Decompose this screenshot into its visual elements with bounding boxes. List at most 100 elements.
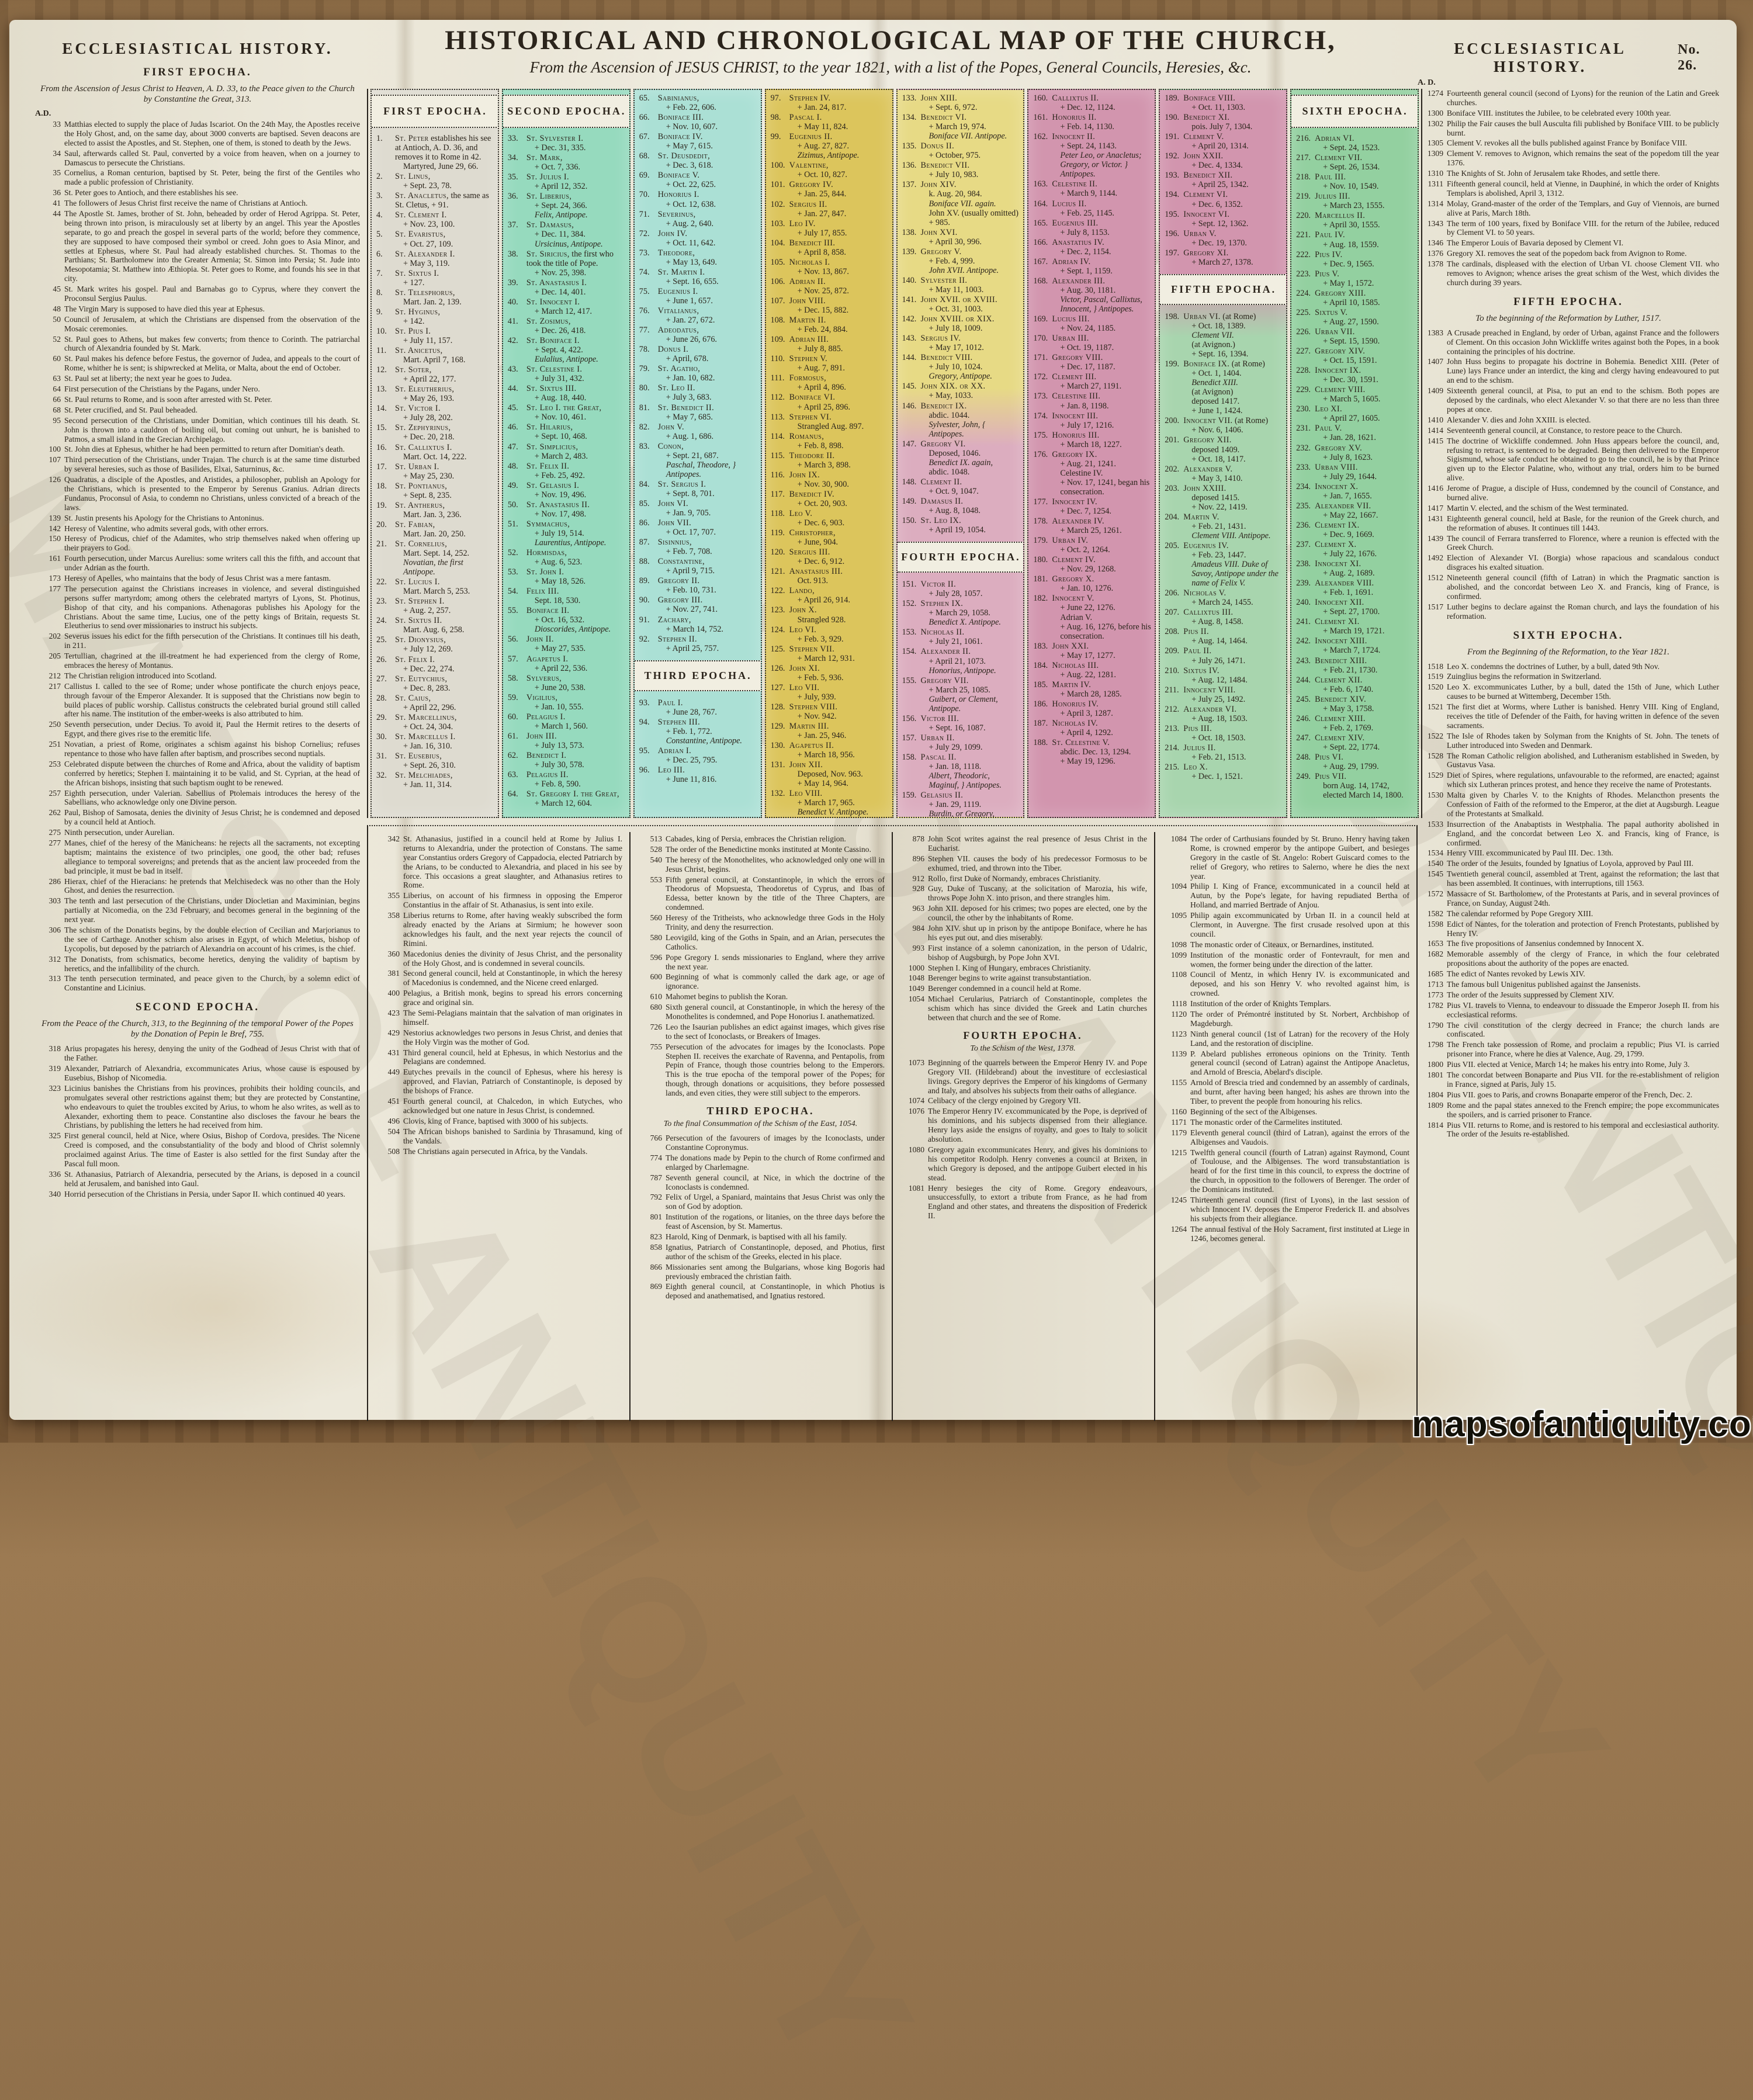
pope-number: 160.: [1033, 93, 1048, 103]
right-column-title: ECCLESIASTICAL HISTORY.: [1454, 40, 1626, 75]
pope-name: Agapetus II.: [789, 741, 834, 751]
pope-number: 116.: [770, 470, 785, 480]
pope-number: 224.: [1296, 288, 1311, 298]
history-entry: 869 Eighth general council, at Constantin…: [636, 1282, 885, 1301]
pope-entry: 199. Boniface IX. (at Rome) + Oct. 1, 1404…: [1165, 359, 1283, 415]
pope-name: Gregory XIII.: [1315, 288, 1366, 298]
pope-name: John XVIII. or XIX.: [920, 314, 995, 324]
pope-entry-detail: Benedict V. Antipope.: [797, 808, 869, 817]
entry-year: 1416: [1427, 484, 1443, 493]
entry-year: 381: [387, 969, 400, 978]
pope-name: Nicholas I.: [789, 257, 830, 267]
history-entry: 336 St. Athanasius, Patriarch of Alexandr…: [35, 1170, 360, 1188]
pope-entry-detail: + Jan. 25, 844.: [797, 189, 847, 199]
pope-entry: 207. Callixtus III. + Aug. 8, 1458.: [1165, 608, 1283, 626]
entry-year: 1410: [1427, 415, 1443, 424]
pope-number: 80.: [639, 383, 650, 393]
pope-entry-detail: Boniface VII. again.: [929, 199, 996, 209]
history-entry: 823 Harold, King of Denmark, is baptised …: [636, 1232, 885, 1242]
pope-name: Clement VIII.: [1315, 385, 1366, 395]
pope-name: John XVII. or XVIII.: [920, 294, 997, 304]
pope-entry: 10. St. Pius I. + July 11, 157.: [376, 327, 494, 345]
pope-name: St. Eutychius,: [395, 674, 448, 684]
history-entry: 1415 The doctrine of Wickliffe condemned.…: [1418, 436, 1719, 483]
pope-name: Gelasius II.: [920, 791, 964, 801]
entry-year: 63: [53, 374, 61, 383]
pope-entry: 99. Eugenius II. + Aug. 27, 827. Zizimus, A…: [771, 132, 889, 160]
pope-entry: 232. Gregory XV. + July 8, 1623.: [1296, 443, 1414, 462]
pope-entry-detail: + Aug. 1, 686.: [666, 431, 714, 441]
pope-name: Leo VI.: [789, 625, 817, 635]
pope-entry-detail: + Jan. 9, 705.: [666, 508, 711, 518]
pope-number: 207.: [1165, 608, 1180, 618]
pope-number: 161.: [1033, 113, 1048, 123]
history-entry: 34 Saul, afterwards called St. Paul, conv…: [35, 149, 360, 168]
pope-entry: 44. St. Sixtus III. + Aug. 18, 440.: [508, 384, 626, 403]
pope-name: Honorius II.: [1052, 113, 1097, 123]
pope-number: 199.: [1165, 359, 1180, 369]
pope-entry-detail: + Aug. 21, 1241.: [1060, 459, 1116, 469]
pope-name: St. Simplicius,: [526, 442, 578, 452]
entry-year: 1522: [1427, 731, 1443, 740]
entry-year: 580: [650, 933, 662, 942]
pope-entry-detail: + Jan. 7, 1655.: [1323, 491, 1372, 501]
pope-name: Sylvester II.: [920, 275, 968, 285]
entry-year: 68: [53, 405, 61, 414]
pope-entry-detail: + June 11, 816.: [666, 775, 717, 785]
pope-entry-detail: Benedict XIII.: [1191, 378, 1238, 388]
pope-name: Adrian II.: [789, 276, 826, 286]
pope-name: Innocent XIII.: [1315, 636, 1367, 646]
pope-number: 6.: [376, 249, 383, 259]
history-entry: 1081 Henry besieges the city of Rome. Gre…: [899, 1184, 1147, 1221]
pope-entry-detail: + Dec. 7, 1254.: [1060, 507, 1111, 517]
pope-entry-detail: John XV. (usually omitted) + 985.: [929, 208, 1018, 227]
pope-entry-detail: + Dec. 4, 1334.: [1191, 161, 1243, 171]
pope-entry-detail: + Oct. 22, 625.: [666, 180, 716, 190]
pope-name: Martin IV.: [1052, 680, 1092, 689]
history-entry: 205 Tertullian, chagrined at the ill-trea…: [35, 652, 360, 670]
pope-name: Pius VI.: [1315, 753, 1344, 762]
history-entry: 580 Leovigild, king of the Goths in Spain…: [636, 933, 885, 952]
history-entry: 277 Manes, chief of the heresy of the Man…: [35, 838, 360, 876]
pope-name: Benedict IX.: [920, 401, 967, 411]
pope-number: 76.: [639, 306, 650, 316]
entry-year: 1054: [908, 994, 924, 1004]
pope-entry-detail: + Aug. 27, 827.: [797, 141, 850, 151]
pope-entry-detail: + Dec. 9, 1669.: [1323, 529, 1374, 539]
history-entry: 1346 The Emperor Louis of Bavaria deposed…: [1418, 238, 1719, 248]
pope-entry-detail: + March 2, 483.: [534, 451, 588, 461]
pope-number: 150.: [902, 516, 917, 526]
entry-year: 1814: [1427, 1120, 1443, 1129]
pope-entry-detail: + Sept. 8, 701.: [666, 488, 715, 498]
entry-year: 984: [912, 924, 924, 933]
pope-name: Paul I.: [657, 698, 683, 708]
pope-name: Pius V.: [1315, 269, 1340, 279]
pope-number: 16.: [376, 442, 387, 452]
pope-number: 149.: [902, 496, 917, 506]
pope-number: 61.: [507, 731, 518, 741]
pope-entry-detail: + March 19, 974.: [929, 122, 986, 132]
pope-entry-detail: + May 27, 535.: [534, 644, 586, 654]
pope-name: Alexander VIII.: [1315, 578, 1374, 588]
pope-entry: 19. St. Antherus, Mart. Jan. 3, 236.: [376, 501, 494, 519]
pope-entry-detail: + March 7, 1724.: [1323, 646, 1381, 656]
pope-name: Alexander VII.: [1315, 501, 1371, 511]
pope-entry-detail: + 142.: [403, 316, 425, 326]
pope-entry: 218. Paul III. + Nov. 10, 1549.: [1296, 172, 1414, 191]
pope-name: Boniface IX.: [1183, 359, 1230, 369]
pope-name: Stephen VI.: [789, 412, 832, 422]
pope-entry-detail: Clement VIII. Antipope.: [1191, 531, 1271, 540]
pope-entry: 211. Innocent VIII. + July 25, 1492.: [1165, 685, 1283, 704]
pope-number: 248.: [1296, 753, 1311, 762]
entry-year: 1414: [1427, 425, 1443, 435]
pope-entry: 152. Stephen IX. + March 29, 1058. Benedict…: [902, 599, 1020, 627]
pope-name: St. Leo II.: [657, 383, 695, 393]
pope-entry-detail: + April 30, 996.: [929, 237, 982, 247]
history-entry: 755 Persecution of the advocates for imag…: [636, 1042, 885, 1098]
pope-entry: 78. Donus I. + April, 678.: [639, 345, 757, 363]
pope-entry: 195. Innocent VI. + Sept. 12, 1362.: [1165, 210, 1283, 228]
pope-number: 84.: [639, 479, 650, 489]
pope-entry-detail: + Sept. 22, 1774.: [1323, 742, 1380, 752]
pope-number: 216.: [1296, 134, 1311, 143]
pope-entry-detail: + April 22, 536.: [534, 663, 588, 673]
